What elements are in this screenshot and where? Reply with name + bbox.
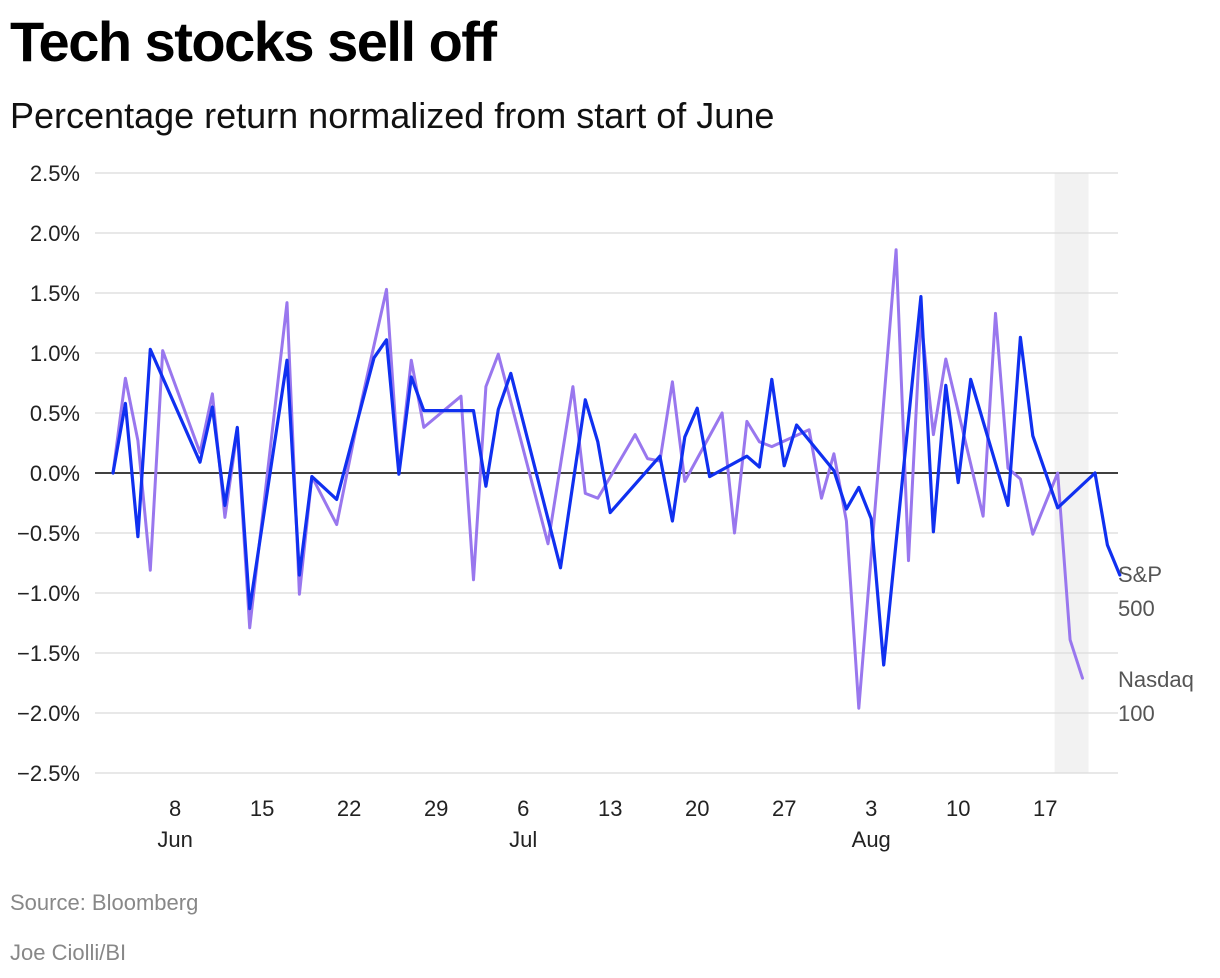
series-label-sp-500: 500 xyxy=(1118,596,1155,621)
y-tick-label: 2.5% xyxy=(30,161,80,186)
series-label-nasdaq-100: Nasdaq xyxy=(1118,667,1194,692)
y-tick-label: 0.5% xyxy=(30,401,80,426)
y-tick-label: 2.0% xyxy=(30,221,80,246)
x-tick-label: 15 xyxy=(250,796,274,821)
x-tick-label: 10 xyxy=(946,796,970,821)
x-month-label: Jul xyxy=(509,827,537,852)
source-note: Source: Bloomberg xyxy=(10,890,199,915)
x-tick-label: 22 xyxy=(337,796,361,821)
y-tick-label: −2.0% xyxy=(17,701,80,726)
chart-title: Tech stocks sell off xyxy=(10,10,497,73)
y-tick-label: 1.5% xyxy=(30,281,80,306)
x-tick-label: 27 xyxy=(772,796,796,821)
y-tick-label: 1.0% xyxy=(30,341,80,366)
series-label-sp-500: S&P xyxy=(1118,562,1162,587)
y-tick-label: −0.5% xyxy=(17,521,80,546)
chart-subtitle: Percentage return normalized from start … xyxy=(10,95,775,136)
x-month-label: Jun xyxy=(157,827,192,852)
line-chart: 2.5% 2.0% 1.5% 1.0% 0.5% 0.0% −0.5% −1.0% −1.5% −… xyxy=(17,161,1194,852)
series-line-sp-500 xyxy=(111,295,1122,667)
series-line-nasdaq-100 xyxy=(111,248,1084,710)
series-lines xyxy=(111,248,1122,710)
x-tick-label: 8 xyxy=(169,796,181,821)
gridlines xyxy=(95,172,1118,774)
x-tick-label: 13 xyxy=(598,796,622,821)
y-tick-label: −2.5% xyxy=(17,761,80,786)
x-tick-label: 29 xyxy=(424,796,448,821)
series-labels: Nasdaq 100 S&P 500 xyxy=(1118,562,1194,726)
x-tick-label: 20 xyxy=(685,796,709,821)
x-tick-label: 3 xyxy=(865,796,877,821)
credit-note: Joe Ciolli/BI xyxy=(10,940,127,965)
series-label-nasdaq-100: 100 xyxy=(1118,701,1155,726)
y-tick-label: −1.0% xyxy=(17,581,80,606)
x-axis: 8 Jun 15 22 29 6 Jul 13 20 27 3 Aug 10 17 xyxy=(157,796,1057,852)
x-month-label: Aug xyxy=(852,827,891,852)
y-tick-label: −1.5% xyxy=(17,641,80,666)
x-tick-label: 17 xyxy=(1033,796,1057,821)
y-tick-label: 0.0% xyxy=(30,461,80,486)
x-tick-label: 6 xyxy=(517,796,529,821)
y-axis: 2.5% 2.0% 1.5% 1.0% 0.5% 0.0% −0.5% −1.0% −1.5% −… xyxy=(17,161,80,786)
